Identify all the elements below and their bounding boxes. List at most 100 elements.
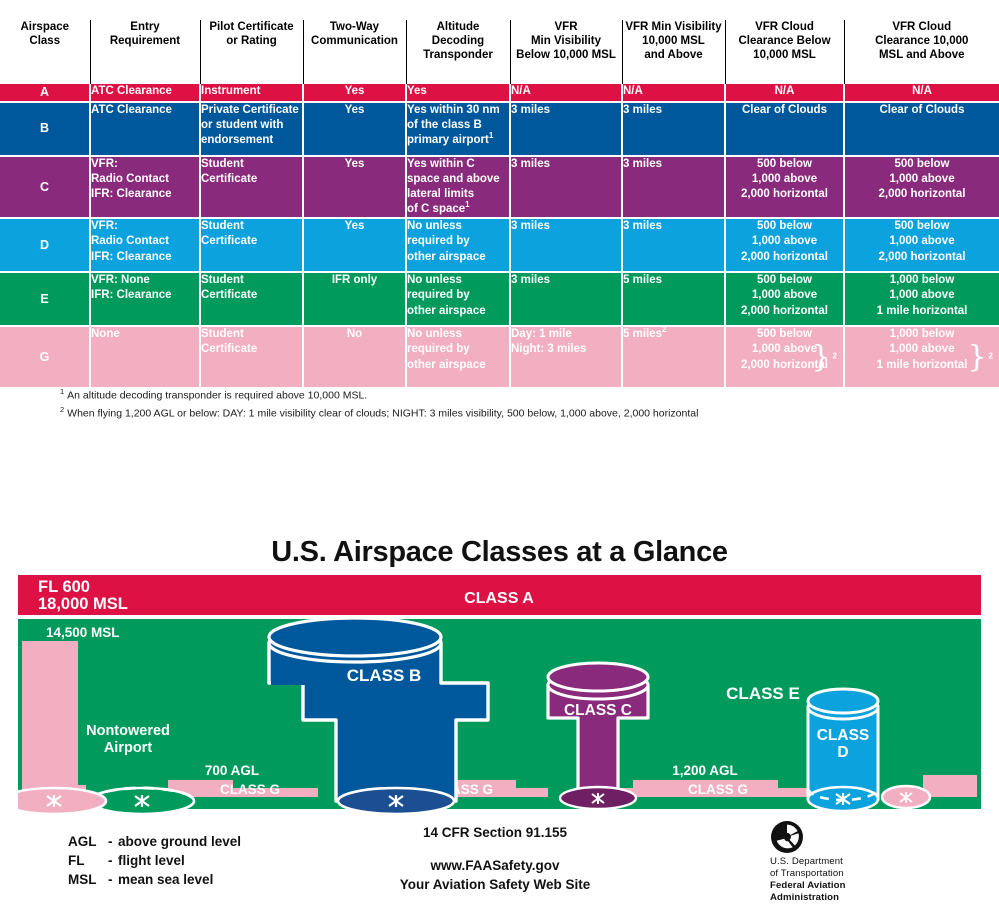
legend-item-fl: FL - flight level [68, 851, 241, 870]
legend-text: above ground level [118, 834, 242, 849]
table-grid: Airspace Class Entry Requirement Pilot Cer… [0, 20, 999, 390]
table-row-class-e: E VFR: None IFR: Clearance Student Certifica… [0, 272, 999, 328]
cell-vis-below-10000: 3 miles [510, 101, 623, 157]
legend-abbr: MSL [68, 872, 97, 888]
class-e-label: CLASS E [726, 684, 800, 703]
airspace-requirements-table: Airspace Class Entry Requirement Pilot Cer… [0, 20, 999, 390]
cell-airspace-class: D [0, 218, 91, 274]
faa-agency-text: U.S. Department of Transportation Federa… [770, 856, 930, 904]
cell-vis-below-10000: Day: 1 mile Night: 3 miles [510, 326, 623, 390]
cell-vis-above-10000: 3 miles [622, 155, 726, 220]
cell-cloud-clearance-below-10000: 500 below 1,000 above 2,000 horizontal [725, 155, 845, 220]
faasafety-site-link[interactable]: www.FAASafety.gov [430, 857, 560, 873]
class-b-airspace-shape: CLASS B [267, 616, 490, 816]
col-header-vfr-min-visibility-below-10000: VFR Min Visibility Below 10,000 MSL [510, 20, 623, 84]
cell-transponder: Yes [406, 84, 511, 103]
class-d-airspace-shape: CLASS D [806, 687, 880, 813]
cell-pilot-certificate: Student Certificate [200, 272, 304, 328]
cell-cloud-clearance-below-10000: N/A [725, 84, 845, 103]
cell-cloud-clearance-below-10000: 500 below 1,000 above 2,000 horizontal} 2 [725, 326, 845, 390]
cell-airspace-class: B [0, 101, 91, 157]
class-b-airport-symbol-icon [388, 795, 404, 807]
14500-msl-label: 14,500 MSL [46, 625, 120, 640]
abbreviation-legend: AGL - above ground level FL - flight level MSL… [68, 832, 241, 889]
class-g-layer: 700 AGL 1,200 AGL CLASS G CLASS G CLASS … [22, 641, 977, 797]
center-credits: 14 CFR Section 91.155 www.FAASafety.gov … [330, 823, 660, 895]
footnote-marker: 1 [60, 387, 65, 396]
cell-cloud-clearance-below-10000: 500 below 1,000 above 2,000 horizontal [725, 272, 845, 328]
cell-pilot-certificate: Private Certificate or student with endors… [200, 101, 304, 157]
cell-entry-requirement: ATC Clearance [90, 101, 201, 157]
right-pink-airport-marker [880, 784, 932, 810]
cell-pilot-certificate: Student Certificate [200, 218, 304, 274]
cell-cloud-clearance-above-10000: 1,000 below 1,000 above 1 mile horizontal [844, 272, 999, 328]
legend-dash: - [108, 834, 113, 849]
cell-vis-above-10000: 3 miles [622, 101, 726, 157]
faa-agency-block: U.S. Department of Transportation Federa… [770, 820, 930, 904]
diagram-title: U.S. Airspace Classes at a Glance [271, 536, 728, 568]
cell-vis-above-10000: 5 miles [622, 272, 726, 328]
cell-vis-below-10000: 3 miles [510, 272, 623, 328]
cell-cloud-clearance-below-10000: 500 below 1,000 above 2,000 horizontal [725, 218, 845, 274]
legend-abbr: FL [68, 853, 85, 869]
cell-two-way-communication: Yes [303, 101, 407, 157]
fl-600-label: FL 600 [38, 578, 90, 596]
table-header-row: Airspace Class Entry Requirement Pilot Cer… [0, 20, 999, 84]
col-header-entry-requirement: Entry Requirement [90, 20, 201, 84]
class-g-label-3: CLASS G [688, 782, 748, 797]
footnote-marker: 2 [60, 404, 65, 414]
footnote-2: 2 When flying 1,200 AGL or below: DAY: 1 … [60, 404, 699, 420]
legend-text: flight level [118, 853, 185, 869]
18000-msl-label: 18,000 MSL [38, 595, 128, 613]
faa-line-3: Federal Aviation [770, 880, 846, 892]
cell-two-way-communication: Yes [303, 218, 407, 274]
cell-cloud-clearance-above-10000: N/A [844, 84, 999, 103]
faasafety-tagline: Your Aviation Safety Web Site [399, 877, 591, 893]
faa-line-1: U.S. Department [770, 856, 843, 867]
table-row-class-c: C VFR: Radio Contact IFR: Clearance Student C… [0, 155, 999, 220]
nontowered-airport-label-line2: Airport [104, 740, 153, 756]
cell-transponder: No unless required by other airspace [406, 326, 511, 390]
cell-entry-requirement: VFR: None IFR: Clearance [90, 272, 201, 328]
col-header-vfr-cloud-clearance-10000-above: VFR Cloud Clearance 10,000 MSL and Above [844, 20, 999, 84]
legend-item-agl: AGL - above ground level [68, 832, 241, 851]
footnote-brace: } 2 [811, 339, 837, 375]
cell-entry-requirement: VFR: Radio Contact IFR: Clearance [90, 155, 201, 220]
cell-cloud-clearance-above-10000: 500 below 1,000 above 2,000 horizontal [844, 155, 999, 220]
class-c-airspace-shape: CLASS C [546, 661, 650, 811]
cell-vis-above-10000: N/A [622, 84, 726, 103]
col-header-vfr-min-visibility-10000-above: VFR Min Visibility 10,000 MSL and Above [622, 20, 726, 84]
table-footnotes: 1 An altitude decoding transponder is req… [0, 386, 999, 422]
cell-pilot-certificate: Instrument [200, 84, 304, 103]
class-d-label-line2: D [837, 744, 848, 761]
cell-transponder: No unless required by other airspace [406, 272, 511, 328]
nontowered-airport-label-line1: Nontowered [86, 723, 170, 739]
cell-entry-requirement: VFR: Radio Contact IFR: Clearance [90, 218, 201, 274]
cell-cloud-clearance-below-10000: Clear of Clouds [725, 101, 845, 157]
cell-vis-below-10000: 3 miles [510, 155, 623, 220]
cell-airspace-class: C [0, 155, 91, 220]
cell-vis-below-10000: N/A [510, 84, 623, 103]
footnote-brace: } 2 [967, 339, 993, 375]
cell-entry-requirement: None [90, 326, 201, 390]
cell-entry-requirement: ATC Clearance [90, 84, 201, 103]
class-g-label-1: CLASS G [220, 782, 280, 797]
col-header-two-way-communication: Two-Way Communication [303, 20, 407, 84]
class-b-label: CLASS B [347, 666, 422, 685]
table-row-class-a: A ATC Clearance Instrument Yes Yes N/A N/A N/A N… [0, 84, 999, 103]
class-c-label: CLASS C [564, 702, 632, 719]
col-header-pilot-certificate: Pilot Certificate or Rating [200, 20, 304, 84]
legend-dash: - [108, 853, 113, 869]
cell-pilot-certificate: Student Certificate [200, 155, 304, 220]
legend-abbr: AGL [68, 834, 97, 849]
faa-line-2: of Transportation [770, 868, 844, 880]
class-d-airport-symbol-icon [835, 793, 851, 805]
cell-airspace-class: G [0, 326, 91, 390]
cell-two-way-communication: No [303, 326, 407, 390]
cfr-reference: 14 CFR Section 91.155 [422, 825, 568, 840]
cell-two-way-communication: Yes [303, 155, 407, 220]
cell-cloud-clearance-above-10000: 500 below 1,000 above 2,000 horizontal [844, 218, 999, 274]
table-row-class-g: G None Student Certificate No No unless requir… [0, 326, 999, 390]
700-agl-label: 700 AGL [205, 763, 259, 778]
